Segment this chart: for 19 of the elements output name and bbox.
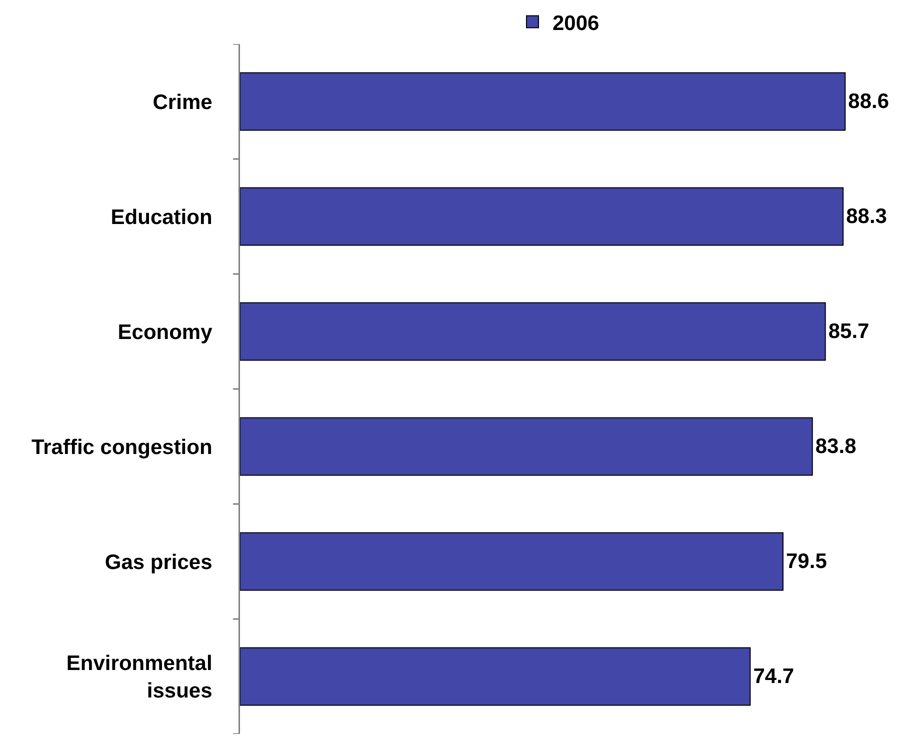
- bar: [240, 417, 813, 476]
- bar: [240, 187, 844, 246]
- data-label: 88.6: [848, 90, 890, 113]
- bar: [240, 532, 784, 591]
- bar: [240, 647, 751, 706]
- y-tick-label: Education: [110, 206, 212, 229]
- data-label: 83.8: [815, 435, 857, 458]
- data-label: 85.7: [828, 320, 870, 343]
- legend-label: 2006: [552, 12, 600, 35]
- data-label: 74.7: [753, 665, 794, 688]
- bar: [240, 302, 826, 361]
- data-label: 88.3: [846, 205, 887, 228]
- bar: [240, 72, 846, 131]
- y-tick-label: Crime: [152, 90, 212, 114]
- y-tick-label: Environmental issues: [66, 652, 212, 702]
- y-tick-label: Traffic congestion: [31, 436, 212, 459]
- y-tick-label: Gas prices: [104, 550, 212, 574]
- y-tick-label: Economy: [118, 320, 213, 344]
- data-label: 79.5: [786, 550, 828, 573]
